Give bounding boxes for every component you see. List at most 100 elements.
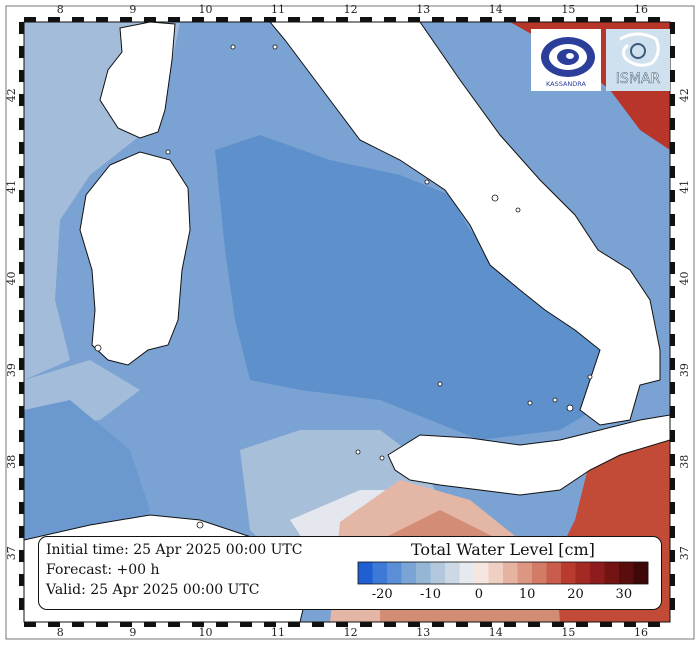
checker-segment — [670, 598, 675, 610]
checker-segment — [144, 17, 156, 22]
colorbar-swatch — [445, 562, 460, 584]
island — [491, 194, 499, 202]
checker-segment — [19, 262, 24, 274]
checker-segment — [670, 142, 675, 154]
checker-segment — [48, 17, 60, 22]
checker-segment — [19, 358, 24, 370]
colorbar-swatch — [358, 562, 373, 584]
checker-segment — [144, 622, 156, 627]
checker-segment — [576, 17, 588, 22]
checker-segment — [19, 550, 24, 562]
colorbar-tick-label: 20 — [567, 587, 584, 602]
lon-tick-label-top: 15 — [561, 3, 575, 16]
colorbar-swatch — [590, 562, 605, 584]
checker-segment — [552, 622, 564, 627]
checker-segment — [670, 358, 675, 370]
lat-tick-label-right: 39 — [678, 363, 691, 377]
valid-time-text: Valid: 25 Apr 2025 00:00 UTC — [46, 582, 260, 598]
lat-tick-label-left: 42 — [5, 88, 18, 102]
ismar-logo-text: ISMAR — [616, 71, 661, 87]
checker-segment — [19, 286, 24, 298]
island — [527, 400, 533, 406]
checker-segment — [19, 478, 24, 490]
lat-tick-label-left: 40 — [5, 271, 18, 285]
checker-segment — [96, 622, 108, 627]
colorbar-tick-label: -20 — [371, 587, 393, 602]
colorbar-title: Total Water Level [cm] — [411, 540, 595, 559]
checker-segment — [19, 334, 24, 346]
sea-dark-central — [215, 135, 640, 440]
checker-segment — [336, 622, 348, 627]
checker-segment — [384, 622, 396, 627]
lat-tick-label-left: 39 — [5, 363, 18, 377]
kassandra-logo-text: KASSANDRA — [546, 80, 587, 88]
checker-segment — [19, 94, 24, 106]
checker-segment — [456, 622, 468, 627]
colorbar-swatch — [604, 562, 620, 584]
checker-segment — [19, 238, 24, 250]
checker-segment — [19, 454, 24, 466]
lon-tick-label-bottom: 15 — [561, 626, 575, 639]
lon-tick-label-top: 13 — [416, 3, 430, 16]
forecast-text: Forecast: +00 h — [46, 562, 160, 578]
checker-segment — [670, 454, 675, 466]
checker-segment — [19, 574, 24, 586]
colorbar-swatch — [503, 562, 518, 584]
checker-segment — [216, 622, 228, 627]
checker-segment — [670, 310, 675, 322]
checker-segment — [552, 17, 564, 22]
checker-segment — [19, 118, 24, 130]
lat-tick-label-right: 38 — [678, 455, 691, 469]
island — [566, 404, 574, 412]
checker-segment — [670, 406, 675, 418]
checker-segment — [240, 622, 252, 627]
checker-segment — [408, 17, 420, 22]
checker-segment — [19, 46, 24, 58]
colorbar-swatch — [387, 562, 402, 584]
island — [272, 44, 278, 50]
checker-segment — [240, 17, 252, 22]
land-corsica — [99, 22, 176, 139]
checker-segment — [216, 17, 228, 22]
checker-segment — [504, 622, 516, 627]
checker-segment — [192, 17, 204, 22]
lon-tick-label-bottom: 9 — [129, 626, 136, 639]
checker-segment — [72, 622, 84, 627]
colorbar-swatch — [430, 562, 446, 584]
checker-segment — [432, 17, 444, 22]
checker-segment — [19, 70, 24, 82]
checker-segment — [120, 17, 132, 22]
colorbar-swatch — [416, 562, 431, 584]
checker-segment — [670, 550, 675, 562]
lon-tick-label-top: 8 — [57, 3, 64, 16]
outer-frame — [5, 5, 695, 640]
checker-segment — [19, 502, 24, 514]
lat-tick-label-right: 41 — [678, 180, 691, 194]
checker-segment — [24, 622, 36, 627]
checker-segment — [96, 17, 108, 22]
checker-segment — [670, 22, 675, 34]
checker-segment — [336, 17, 348, 22]
checker-segment — [408, 622, 420, 627]
colorbar-swatch — [372, 562, 388, 584]
checker-segment — [168, 17, 180, 22]
checker-segment — [670, 214, 675, 226]
colorbar-swatch — [459, 562, 475, 584]
checker-segment — [600, 622, 612, 627]
checker-segment — [528, 622, 540, 627]
colorbar-swatch — [619, 562, 634, 584]
lon-tick-label-top: 16 — [634, 3, 648, 16]
land-italy — [269, 22, 661, 426]
checker-segment — [384, 17, 396, 22]
checker-segment — [670, 238, 675, 250]
checker-segment — [19, 142, 24, 154]
checker-segment — [670, 118, 675, 130]
kassandra-logo: KASSANDRA — [531, 29, 601, 91]
checker-segment — [670, 94, 675, 106]
island — [437, 381, 443, 387]
island — [587, 374, 593, 380]
checker-segment — [19, 382, 24, 394]
checker-segment — [19, 526, 24, 538]
island — [424, 179, 430, 185]
lon-tick-label-top: 11 — [271, 3, 285, 16]
